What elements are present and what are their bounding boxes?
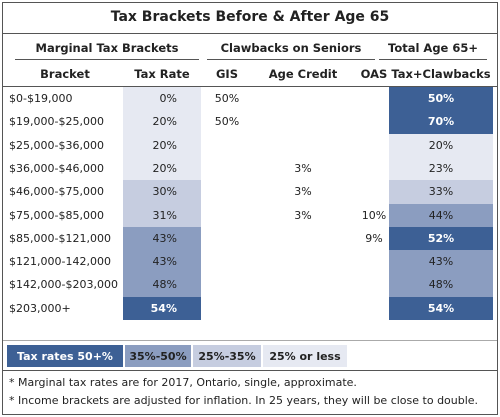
cell: 43% [152, 255, 177, 269]
cell-shade [123, 133, 201, 158]
cell-shade [123, 296, 201, 321]
cell-shade [389, 110, 493, 134]
group-header: Marginal Tax Brackets [35, 41, 179, 55]
cell: 44% [428, 208, 454, 222]
cell: 70% [427, 115, 455, 129]
cell: 43% [428, 255, 454, 269]
cell: $0-$19,000 [9, 92, 73, 105]
cell: 3% [294, 185, 312, 199]
cell-shade [123, 180, 201, 204]
cell-shade [123, 87, 201, 111]
column-header: OAS [360, 67, 388, 81]
cell-shade [123, 110, 201, 134]
cell-shade [389, 156, 493, 181]
cell: 3% [294, 161, 312, 175]
cell: $85,000-$121,000 [9, 231, 111, 245]
group-header: Total Age 65+ [388, 41, 478, 55]
footnote: * Marginal tax rates are for 2017, Ontar… [9, 376, 357, 389]
cell: 20% [428, 138, 454, 152]
cell: 33% [428, 185, 454, 199]
group-underline [379, 59, 487, 60]
legend-label: 35%-50% [129, 350, 187, 363]
legend-swatch [125, 345, 191, 367]
legend-label: Tax rates 50+% [17, 350, 113, 363]
cell-shade [389, 250, 493, 274]
legend-swatch [263, 345, 347, 367]
cell-shade [123, 250, 201, 274]
cell: $75,000-$85,000 [9, 208, 104, 222]
group-underline [207, 59, 375, 60]
cell-shade [123, 203, 201, 228]
cell: 54% [150, 301, 177, 315]
cell-shade [389, 180, 493, 204]
column-header: Bracket [40, 67, 90, 81]
cell: $142,000-$203,000 [9, 278, 118, 292]
cell: $203,000+ [9, 301, 71, 315]
divider [3, 370, 497, 371]
cell-shade [389, 226, 493, 251]
cell: 3% [294, 208, 312, 222]
cell: $25,000-$36,000 [9, 138, 104, 152]
cell: 30% [152, 185, 177, 199]
cell: 43% [152, 231, 177, 245]
cell: 10% [361, 208, 387, 222]
column-header: GIS [215, 67, 238, 81]
footnote: * Income brackets are adjusted for infla… [9, 394, 479, 407]
cell: 20% [152, 161, 177, 175]
cell: 50% [214, 92, 240, 105]
column-header: Tax+Clawbacks [391, 67, 491, 81]
cell: 52% [427, 231, 455, 245]
cell: $46,000-$75,000 [9, 185, 104, 199]
cell-shade [389, 273, 493, 298]
cell: 50% [214, 115, 240, 129]
legend-swatch [193, 345, 261, 367]
cell: $19,000-$25,000 [9, 115, 104, 129]
divider [3, 86, 497, 87]
group-underline [15, 59, 199, 60]
group-header: Clawbacks on Seniors [220, 41, 362, 55]
cell: 48% [152, 278, 177, 292]
cell: 20% [152, 115, 177, 129]
cell: 54% [427, 301, 455, 315]
cell-shade [389, 87, 493, 111]
cell: 20% [152, 138, 177, 152]
divider [3, 340, 497, 341]
cell-shade [123, 226, 201, 251]
cell: 31% [152, 208, 177, 222]
legend-label: 25% or less [269, 350, 341, 363]
cell-shade [123, 273, 201, 298]
column-header: Age Credit [268, 67, 338, 81]
cell-shade [389, 296, 493, 321]
legend-label: 25%-35% [198, 350, 256, 363]
cell: 9% [365, 231, 383, 245]
cell: $36,000-$46,000 [9, 161, 104, 175]
divider [3, 33, 497, 34]
column-header: Tax Rate [134, 67, 190, 81]
cell-shade [389, 203, 493, 228]
cell: 50% [427, 92, 455, 105]
legend-swatch [7, 345, 123, 367]
cell: 0% [159, 92, 177, 105]
cell: 23% [428, 161, 454, 175]
cell-shade [389, 133, 493, 158]
cell: 48% [428, 278, 454, 292]
title: Tax Brackets Before & After Age 65 [110, 9, 390, 25]
cell: $121,000-142,000 [9, 255, 111, 269]
cell-shade [123, 156, 201, 181]
